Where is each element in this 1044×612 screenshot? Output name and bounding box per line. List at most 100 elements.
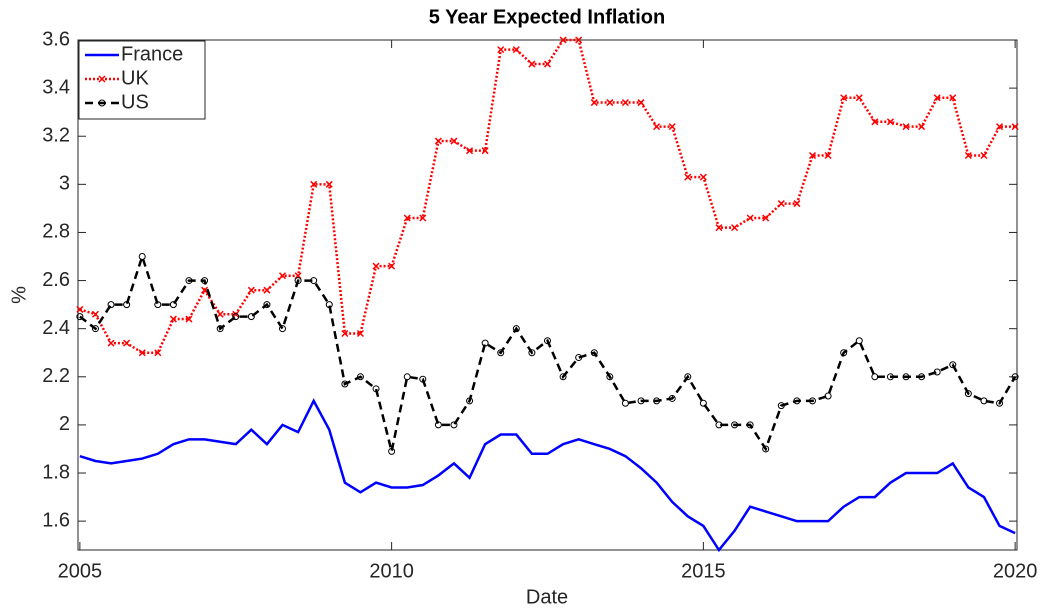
plot-area <box>77 39 1018 551</box>
x-axis-label: Date <box>526 586 568 608</box>
x-tick-label: 2020 <box>993 560 1038 582</box>
marker <box>325 301 333 309</box>
legend-label: France <box>121 43 183 65</box>
marker <box>169 315 177 323</box>
marker <box>918 123 926 131</box>
y-tick-label: 3.4 <box>42 76 70 98</box>
marker <box>886 373 894 381</box>
marker <box>278 272 287 280</box>
y-tick-label: 1.6 <box>42 509 70 531</box>
y-tick-label: 2.2 <box>42 365 70 387</box>
marker <box>138 253 146 261</box>
marker <box>668 394 676 402</box>
marker <box>746 421 754 429</box>
marker <box>668 123 676 131</box>
marker <box>793 397 801 405</box>
legend-marker <box>98 99 106 107</box>
marker <box>996 123 1004 131</box>
marker <box>777 402 785 410</box>
marker <box>419 375 427 383</box>
marker <box>824 151 832 160</box>
x-tick-label: 2005 <box>58 560 103 582</box>
y-tick-label: 2 <box>59 413 70 435</box>
marker <box>808 151 817 160</box>
marker <box>107 301 115 309</box>
marker <box>949 94 957 102</box>
marker <box>855 94 863 102</box>
marker <box>434 137 442 145</box>
marker <box>871 118 879 126</box>
marker <box>341 380 349 388</box>
marker <box>497 349 505 357</box>
marker <box>653 123 661 131</box>
marker <box>559 373 567 381</box>
marker <box>403 214 411 222</box>
marker <box>247 313 255 321</box>
marker <box>980 151 988 160</box>
marker <box>746 214 754 222</box>
marker <box>1011 123 1019 131</box>
y-tick-label: 2.4 <box>42 317 70 339</box>
marker <box>653 397 661 405</box>
y-tick-label: 1.8 <box>42 461 70 483</box>
marker <box>481 339 489 347</box>
y-tick-label: 3.6 <box>42 28 70 50</box>
marker <box>699 173 707 181</box>
marker <box>247 286 255 294</box>
marker <box>528 349 536 357</box>
marker <box>684 373 692 381</box>
marker <box>871 373 879 381</box>
marker <box>279 325 287 333</box>
y-axis-label: % <box>8 286 30 304</box>
marker <box>123 339 131 347</box>
marker <box>154 349 162 357</box>
marker <box>964 390 972 398</box>
marker <box>590 99 598 107</box>
marker <box>684 173 692 181</box>
marker <box>606 99 614 107</box>
marker <box>575 36 583 44</box>
y-tick-label: 2.6 <box>42 269 70 291</box>
marker <box>886 118 894 126</box>
marker <box>481 147 489 155</box>
marker <box>512 325 520 333</box>
marker <box>964 151 972 160</box>
marker <box>528 60 536 68</box>
marker <box>201 286 209 294</box>
marker <box>902 373 910 381</box>
marker <box>169 301 177 309</box>
marker <box>918 373 926 381</box>
marker <box>466 397 474 405</box>
marker <box>996 399 1004 407</box>
marker <box>466 147 474 155</box>
marker <box>902 123 910 131</box>
marker <box>637 397 645 405</box>
marker <box>154 301 162 309</box>
marker <box>263 286 271 294</box>
marker <box>840 94 848 102</box>
marker <box>777 200 785 208</box>
marker <box>793 200 801 208</box>
marker <box>606 373 614 381</box>
marker <box>419 214 427 222</box>
marker <box>91 325 99 333</box>
marker <box>388 262 396 270</box>
marker <box>201 277 209 285</box>
marker <box>575 354 583 362</box>
marker <box>980 397 988 405</box>
marker <box>715 224 723 232</box>
marker <box>372 262 380 270</box>
marker <box>76 305 84 313</box>
marker <box>543 60 552 68</box>
marker <box>185 315 193 323</box>
marker <box>731 224 739 232</box>
marker <box>715 421 723 429</box>
y-tick-label: 3.2 <box>42 125 70 147</box>
marker <box>310 180 318 188</box>
marker <box>559 36 567 44</box>
marker <box>824 392 832 400</box>
marker <box>185 277 193 285</box>
marker <box>933 368 941 376</box>
marker <box>403 373 411 381</box>
marker <box>310 277 318 285</box>
